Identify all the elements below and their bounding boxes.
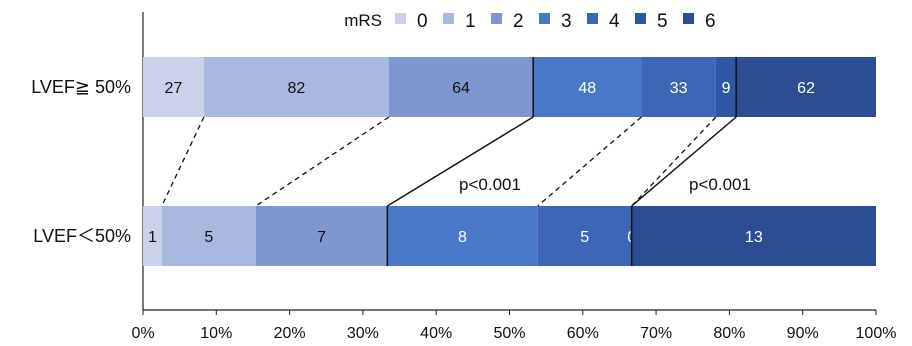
data-label-6-0: 62: [797, 80, 815, 97]
data-label-2-1: 7: [317, 229, 326, 246]
legend-label-1: 1: [465, 11, 476, 32]
data-label-3-0: 48: [578, 80, 596, 97]
data-label-4-1: 5: [580, 229, 589, 246]
bars: 278264483396215785013: [143, 57, 876, 266]
legend-label-6: 6: [705, 11, 716, 32]
dashed-connector-2: [255, 116, 390, 207]
legend-label-2: 2: [513, 11, 524, 32]
x-tick-label-6: 60%: [567, 325, 599, 342]
data-label-6-1: 13: [745, 229, 763, 246]
category-labels: LVEF≧ 50% LVEF＜50%: [31, 77, 131, 246]
bar-segment-3-0: [533, 57, 642, 117]
legend-title: mRS: [344, 11, 382, 30]
x-tick-label-1: 10%: [200, 325, 232, 342]
bar-segment-4-1: [537, 206, 632, 266]
x-tick-label-2: 20%: [274, 325, 306, 342]
legend-label-3: 3: [561, 11, 572, 32]
data-label-2-0: 64: [452, 80, 470, 97]
bar-segment-0-0: [143, 57, 204, 117]
legend-swatch-6: [683, 13, 694, 24]
legend-label-4: 4: [609, 11, 620, 32]
data-label-3-1: 8: [458, 229, 467, 246]
data-label-0-0: 27: [165, 80, 183, 97]
bar-segment-2-1: [255, 206, 388, 266]
legend-swatch-1: [443, 13, 454, 24]
bar-segment-1-0: [203, 57, 389, 117]
solid-connector-6: [631, 116, 737, 207]
x-tick-label-4: 40%: [420, 325, 452, 342]
x-tick-label-10: 100%: [856, 325, 897, 342]
p-value-annotation-1: p<0.001: [459, 175, 521, 194]
connectors: [161, 57, 737, 266]
x-tick-label-7: 70%: [640, 325, 672, 342]
legend: mRS 0 1 2 3 4 5 6: [344, 11, 715, 32]
bar-segment-5-0: [715, 57, 737, 117]
x-ticks: 0% 10% 20% 30% 40% 50% 60% 70% 80% 90% 100%: [131, 310, 896, 342]
bar-segment-1-1: [161, 206, 256, 266]
bar-segment-6-0: [736, 57, 876, 117]
data-label-1-0: 82: [287, 80, 305, 97]
bar-segment-0-1: [143, 206, 162, 266]
legend-swatch-3: [539, 13, 550, 24]
x-tick-label-8: 80%: [713, 325, 745, 342]
category-label-1: LVEF＜50%: [33, 226, 131, 246]
data-label-4-0: 33: [670, 80, 688, 97]
legend-swatch-4: [587, 13, 598, 24]
bar-segment-4-0: [641, 57, 716, 117]
data-label-5-0: 9: [722, 80, 731, 97]
dashed-connector-5: [631, 116, 717, 207]
bar-segment-3-1: [387, 206, 538, 266]
legend-swatch-2: [491, 13, 502, 24]
data-label-1-1: 5: [204, 229, 213, 246]
solid-connector-3: [386, 116, 534, 207]
dashed-connector-4: [537, 116, 642, 207]
x-tick-label-9: 90%: [787, 325, 819, 342]
bar-segment-2-0: [388, 57, 534, 117]
legend-label-0: 0: [417, 11, 428, 32]
legend-swatch-5: [635, 13, 646, 24]
x-tick-label-5: 50%: [493, 325, 525, 342]
data-label-0-1: 1: [148, 229, 157, 246]
legend-label-5: 5: [657, 11, 668, 32]
p-value-annotation-2: p<0.001: [689, 175, 751, 194]
category-label-0: LVEF≧ 50%: [31, 77, 131, 97]
x-tick-label-0: 0%: [131, 325, 154, 342]
x-tick-label-3: 30%: [347, 325, 379, 342]
dashed-connector-1: [161, 116, 205, 207]
bar-segment-6-1: [631, 206, 876, 266]
legend-swatch-0: [395, 13, 406, 24]
